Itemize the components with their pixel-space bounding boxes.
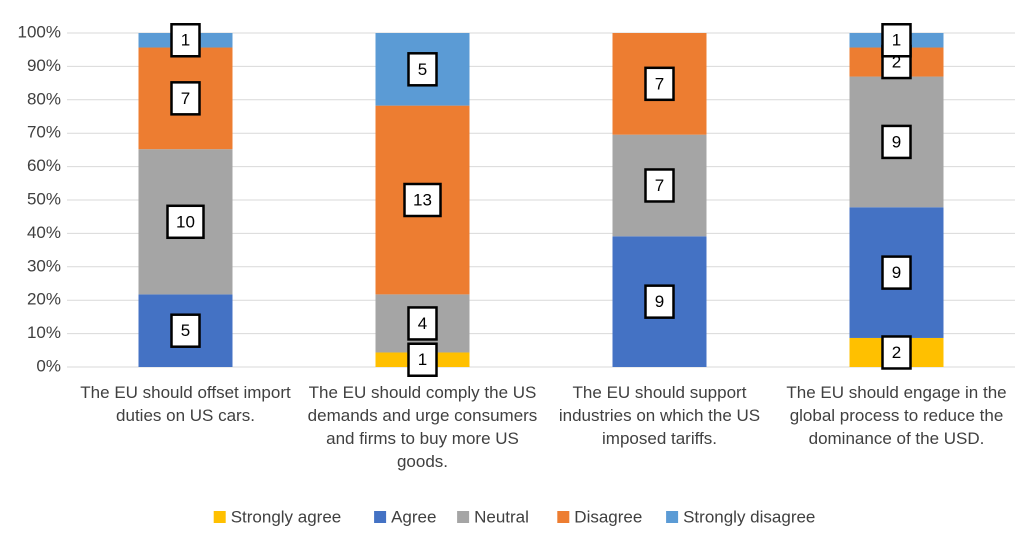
data-label: 1 — [892, 31, 901, 50]
data-label: 1 — [181, 31, 190, 50]
y-tick-label: 90% — [27, 56, 61, 75]
data-label: 7 — [655, 176, 664, 195]
legend-label: Strongly agree — [231, 507, 342, 526]
data-label: 2 — [892, 343, 901, 362]
legend-label: Agree — [391, 507, 436, 526]
data-label-box — [407, 342, 438, 377]
y-tick-label: 40% — [27, 223, 61, 242]
legend-swatch — [666, 511, 679, 523]
legend-label: Disagree — [574, 507, 642, 526]
data-label: 4 — [418, 314, 427, 333]
data-label-box — [881, 23, 912, 58]
data-label: 5 — [418, 60, 427, 79]
data-label: 9 — [892, 263, 901, 282]
data-label-box — [881, 124, 912, 160]
legend-label: Neutral — [474, 507, 529, 526]
y-tick-label: 80% — [27, 89, 61, 108]
data-label-box — [170, 23, 201, 58]
y-tick-label: 70% — [27, 123, 61, 142]
data-label-box — [644, 168, 675, 203]
data-label-box — [170, 81, 201, 116]
x-tick-label: The EU should engage in the global proce… — [786, 383, 1007, 448]
data-label: 7 — [655, 74, 664, 93]
data-label-box — [881, 335, 912, 370]
y-tick-label: 30% — [27, 256, 61, 275]
y-tick-label: 50% — [27, 189, 61, 208]
y-tick-label: 10% — [27, 323, 61, 342]
x-tick-label: The EU should support industries on whic… — [558, 383, 761, 448]
y-tick-label: 0% — [36, 356, 61, 375]
data-label: 10 — [176, 212, 195, 231]
data-label: 5 — [181, 321, 190, 340]
data-label-box — [166, 204, 205, 240]
y-tick-label: 100% — [18, 22, 61, 41]
data-label-box — [407, 52, 438, 87]
data-label-box — [881, 255, 912, 290]
x-tick-label: The EU should offset import duties on US… — [80, 383, 291, 425]
data-label: 7 — [181, 89, 190, 108]
legend-swatch — [457, 511, 470, 523]
x-tick-label: The EU should comply the US demands and … — [307, 383, 538, 471]
data-label-box — [407, 306, 438, 341]
legend-swatch — [213, 511, 226, 523]
y-tick-label: 60% — [27, 156, 61, 175]
data-label-box — [170, 313, 201, 348]
legend-swatch — [557, 511, 570, 523]
data-label: 9 — [655, 292, 664, 311]
legend-swatch — [374, 511, 387, 523]
data-label: 2 — [892, 53, 901, 72]
data-label: 13 — [413, 190, 432, 209]
data-label: 1 — [418, 350, 427, 369]
data-label-box — [644, 284, 675, 319]
data-label-box — [403, 182, 442, 218]
data-label-box — [644, 66, 675, 102]
y-tick-label: 20% — [27, 290, 61, 309]
data-label: 9 — [892, 132, 901, 151]
legend-label: Strongly disagree — [683, 507, 815, 526]
